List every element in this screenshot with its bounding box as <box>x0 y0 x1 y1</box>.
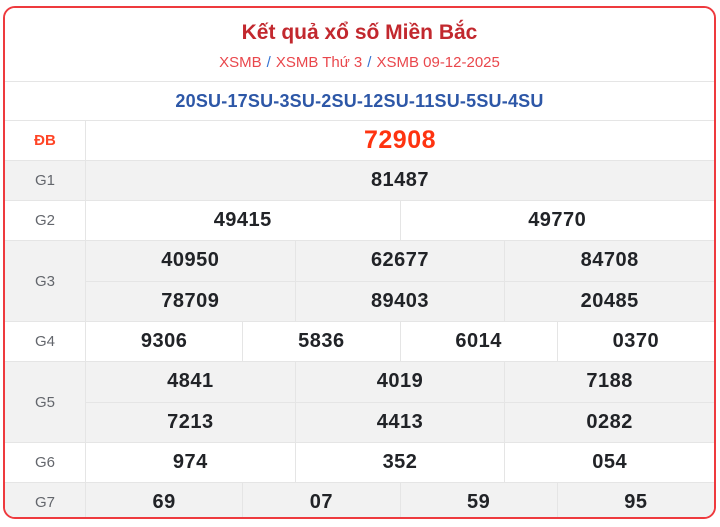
prize-number: 20485 <box>504 281 714 321</box>
prize-number: 0282 <box>504 402 714 442</box>
breadcrumb-separator: / <box>266 54 271 71</box>
prize-number: 4019 <box>294 362 505 402</box>
prize-number: 7213 <box>167 410 214 433</box>
prize-number: 352 <box>294 443 505 482</box>
breadcrumb-item-region[interactable]: XSMB <box>219 54 262 71</box>
breadcrumb: XSMB / XSMB Thứ 3/XSMB 09-12-2025 <box>5 54 714 72</box>
prize-label: G1 <box>5 161 86 200</box>
prize-number: 0370 <box>556 322 714 361</box>
prize-label: G7 <box>5 483 86 517</box>
prize-label: G5 <box>5 362 86 442</box>
prize-number: 62677 <box>294 241 505 281</box>
table-row: G1 81487 <box>5 160 714 200</box>
prize-number: 89403 <box>294 281 505 321</box>
table-row: G3 40950 62677 84708 78709 89403 20485 <box>5 240 714 321</box>
prize-number: 07 <box>242 483 399 517</box>
prize-number: 4841 <box>167 370 214 393</box>
prize-number: 9306 <box>140 330 188 352</box>
prize-number: 69 <box>152 491 176 513</box>
results-header: Kết quả xổ số Miền Bắc XSMB / XSMB Thứ 3/X… <box>5 8 714 81</box>
prize-number: 95 <box>556 483 714 517</box>
breadcrumb-item-weekday[interactable]: XSMB Thứ 3 <box>275 54 363 71</box>
prize-number: 49770 <box>399 201 715 240</box>
table-row: G2 49415 49770 <box>5 200 714 240</box>
table-row: G7 69 07 59 95 <box>5 482 714 517</box>
prize-number: 974 <box>172 451 208 473</box>
prize-number: 59 <box>399 483 557 517</box>
prize-label: G2 <box>5 201 86 240</box>
prize-number: 49415 <box>213 209 272 231</box>
prize-number: 054 <box>504 443 714 482</box>
prize-number: 84708 <box>504 241 714 281</box>
prize-number: 78709 <box>161 289 220 312</box>
table-row: G6 974 352 054 <box>5 442 714 482</box>
page-title: Kết quả xổ số Miền Bắc <box>241 21 478 44</box>
prize-label: ĐB <box>5 121 86 160</box>
prize-number: 7188 <box>504 362 714 402</box>
prize-label: G6 <box>5 443 86 482</box>
lottery-results-card: Kết quả xổ số Miền Bắc XSMB / XSMB Thứ 3/X… <box>3 6 716 519</box>
prize-number: 40950 <box>161 249 220 272</box>
table-row: ĐB 72908 <box>5 120 714 160</box>
breadcrumb-item-date[interactable]: XSMB 09-12-2025 <box>376 54 500 71</box>
prize-number: 4413 <box>294 402 505 442</box>
prize-label: G4 <box>5 322 86 361</box>
prize-number: 6014 <box>399 322 557 361</box>
breadcrumb-separator: / <box>367 54 372 71</box>
statistics-summary: 20SU-17SU-3SU-2SU-12SU-11SU-5SU-4SU <box>5 81 714 120</box>
table-row: G5 4841 4019 7188 7213 4413 0282 <box>5 361 714 442</box>
prize-number: 72908 <box>363 126 437 154</box>
prize-number: 5836 <box>242 322 399 361</box>
prize-label: G3 <box>5 241 86 321</box>
table-row: G4 9306 5836 6014 0370 <box>5 321 714 361</box>
results-table: ĐB 72908 G1 81487 G2 49415 49770 G3 40950 62677 84… <box>5 120 714 517</box>
prize-number: 81487 <box>370 169 430 191</box>
